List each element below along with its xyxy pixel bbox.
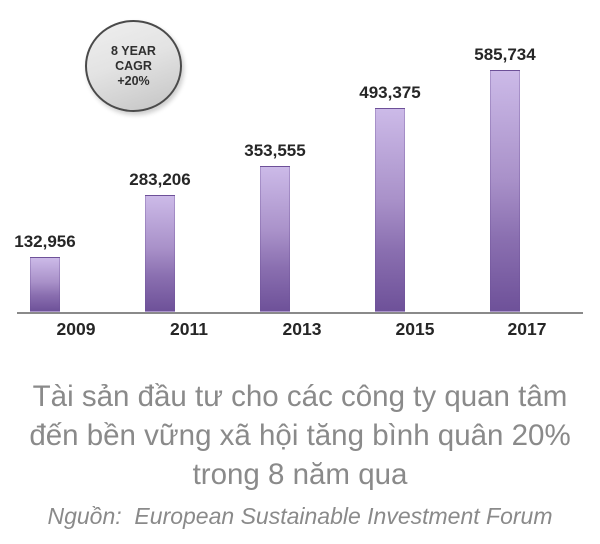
bar-2011: [145, 195, 175, 312]
bar-2013: [260, 166, 290, 312]
x-axis-tick-label-2013: 2013: [282, 319, 322, 339]
bar-value-label-2017: 585,734: [474, 45, 536, 64]
cagr-badge-line1: 8 YEAR: [111, 43, 156, 58]
x-axis-tick-label-2017: 2017: [507, 319, 547, 339]
caption-line-3: trong 8 năm qua: [192, 458, 408, 491]
cagr-badge-line3: +20%: [117, 73, 150, 88]
chart-caption: Tài sản đầu tư cho các công ty quan tâm …: [0, 377, 600, 494]
x-axis-tick-label-2011: 2011: [170, 319, 208, 339]
x-axis-tick-label-2009: 2009: [56, 319, 96, 339]
bar-2017: [490, 70, 520, 312]
bar-2009: [30, 257, 60, 312]
source-attribution: Nguồn: European Sustainable Investment F…: [47, 503, 553, 529]
bar-chart-plot-area: 132,956 2009 283,206 2011 353,555 2013 493,375…: [14, 45, 583, 339]
bar-value-label-2013: 353,555: [244, 141, 306, 160]
cagr-badge: 8 YEAR CAGR +20%: [85, 20, 182, 112]
bar-value-label-2015: 493,375: [359, 83, 421, 102]
cagr-badge-line2: CAGR: [115, 58, 152, 73]
x-axis-tick-label-2015: 2015: [395, 319, 435, 339]
caption-line-2: đến bền vững xã hội tăng bình quân 20%: [29, 419, 571, 452]
bar-2015: [375, 108, 405, 312]
bar-value-label-2009: 132,956: [14, 232, 76, 251]
x-axis-line: [17, 312, 583, 314]
caption-line-1: Tài sản đầu tư cho các công ty quan tâm: [32, 380, 568, 413]
bar-value-label-2011: 283,206: [129, 170, 191, 189]
